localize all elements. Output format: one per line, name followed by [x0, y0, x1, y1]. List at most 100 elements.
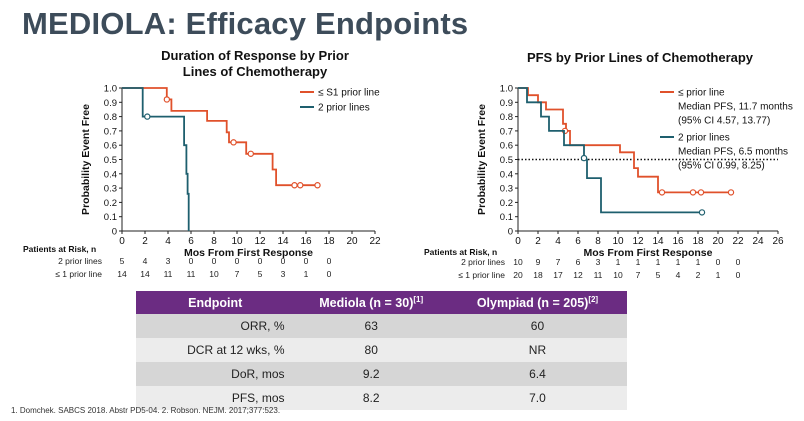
table-cell-endpoint: DoR, mos: [136, 362, 295, 386]
pfs-x-tick-label: 22: [732, 236, 744, 247]
pfs-y-tick-label: 0.1: [500, 212, 513, 223]
table-cell-olympiad: 60: [447, 314, 627, 338]
dor-x-tick-label: 14: [277, 236, 289, 247]
risk-value: 18: [533, 270, 543, 280]
risk-value: 4: [142, 256, 148, 266]
table-cell-endpoint: PFS, mos: [136, 386, 295, 410]
risk-row-label: ≤ 1 prior line: [55, 269, 102, 279]
risk-value: 2: [695, 270, 701, 280]
dor-y-axis-label: Probability Event Free: [80, 104, 92, 215]
dor-x-tick-label: 22: [369, 236, 381, 247]
table-cell-olympiad: 7.0: [447, 386, 627, 410]
pfs-y-tick-label: 0.6: [500, 141, 513, 152]
pfs-y-tick-label: 0.9: [500, 98, 513, 109]
risk-value: 1: [635, 257, 641, 267]
footnote: 1. Domchek. SABCS 2018. Abstr PD5-04. 2.…: [11, 406, 281, 415]
risk-value: 7: [635, 270, 641, 280]
dor-x-tick-label: 20: [346, 236, 358, 247]
dor-y-tick-label: 0: [112, 227, 117, 238]
risk-value: 11: [186, 269, 196, 279]
pfs-legend-label: ≤ prior line: [678, 88, 725, 99]
risk-value: 12: [573, 270, 583, 280]
risk-value: 0: [735, 257, 741, 267]
dor-series-le1-line: [122, 87, 318, 187]
risk-value: 7: [234, 269, 240, 279]
table-cell-mediola: 9.2: [294, 362, 448, 386]
dor-y-tick-label: 0.1: [104, 212, 117, 223]
pfs-x-tick-label: 14: [652, 236, 664, 247]
table-cell-endpoint: DCR at 12 wks, %: [136, 338, 295, 362]
dor-censor-mark: [297, 182, 304, 189]
dor-censor-mark: [314, 182, 321, 189]
risk-row-label: ≤ 1 prior line: [458, 270, 505, 280]
risk-value: 5: [257, 269, 263, 279]
table-cell-olympiad: NR: [447, 338, 627, 362]
risk-value: 10: [513, 257, 523, 267]
risk-value: 1: [615, 257, 621, 267]
pfs-legend-detail: (95% CI 4.57, 13.77): [678, 116, 770, 127]
dor-censor-mark: [230, 139, 237, 146]
dor-legend-label: 2 prior lines: [318, 103, 370, 114]
dor-x-tick-label: 8: [211, 236, 217, 247]
dor-x-tick-label: 12: [254, 236, 266, 247]
risk-value: 10: [613, 270, 623, 280]
pfs-x-tick-label: 24: [752, 236, 764, 247]
dor-chart-title-line1: Duration of Response by Prior: [161, 48, 349, 63]
pfs-legend-detail: (95% CI 0.99, 8.25): [678, 161, 765, 172]
risk-value: 5: [119, 256, 125, 266]
pfs-y-tick-label: 1.0: [500, 84, 513, 95]
table-row: PFS, mos 8.2 7.0: [136, 386, 627, 410]
dor-series-2-line: [122, 87, 190, 231]
pfs-legend-detail: Median PFS, 6.5 months: [678, 147, 788, 158]
pfs-x-tick-label: 4: [555, 236, 561, 247]
table-row: DoR, mos 9.2 6.4: [136, 362, 627, 386]
table-cell-mediola: 63: [294, 314, 448, 338]
dor-x-tick-label: 0: [119, 236, 125, 247]
pfs-x-tick-label: 10: [612, 236, 624, 247]
dor-y-tick-label: 0.2: [104, 198, 117, 209]
risk-value: 0: [303, 256, 309, 266]
pfs-censor-mark: [727, 189, 735, 196]
dor-x-tick-label: 4: [165, 236, 171, 247]
risk-value: 6: [575, 257, 581, 267]
pfs-x-tick-label: 8: [595, 236, 601, 247]
dor-y-tick-label: 0.6: [104, 141, 117, 152]
dor-x-tick-label: 2: [142, 236, 148, 247]
risk-value: 20: [513, 270, 523, 280]
table-row: ORR, % 63 60: [136, 314, 627, 338]
risk-value: 10: [209, 269, 219, 279]
pfs-y-tick-label: 0.2: [500, 198, 513, 209]
pfs-x-tick-label: 20: [712, 236, 724, 247]
pfs-y-tick-label: 0.7: [500, 126, 513, 137]
endpoints-header-row: Endpoint Mediola (n = 30)[1] Olympiad (n…: [136, 291, 627, 314]
pfs-censor-mark: [698, 209, 706, 216]
pfs-y-tick-label: 0.5: [500, 155, 513, 166]
risk-value: 5: [655, 270, 661, 280]
pfs-chart-title: PFS by Prior Lines of Chemotherapy: [526, 50, 754, 65]
dor-censor-mark: [144, 113, 151, 120]
pfs-censor-mark: [580, 154, 588, 162]
dor-chart-title-line2: Lines of Chemotherapy: [182, 64, 328, 79]
pfs-x-axis-label: Mos From First Response: [584, 247, 713, 259]
dor-y-tick-label: 1.0: [104, 84, 117, 95]
pfs-y-tick-label: 0.3: [500, 184, 513, 195]
dor-y-tick-label: 0.5: [104, 155, 117, 166]
dor-censor-mark: [163, 96, 171, 103]
dor-y-tick-label: 0.8: [104, 112, 117, 123]
risk-value: 11: [593, 270, 603, 280]
risk-value: 17: [553, 270, 563, 280]
risk-value: 0: [715, 257, 721, 267]
risk-value: 3: [280, 269, 286, 279]
pfs-x-tick-label: 0: [515, 236, 521, 247]
risk-value: 11: [163, 269, 173, 279]
table-row: DCR at 12 wks, % 80 NR: [136, 338, 627, 362]
pfs-x-tick-label: 26: [772, 236, 784, 247]
dor-x-tick-label: 6: [188, 236, 194, 247]
risk-value: 1: [715, 270, 721, 280]
risk-value: 0: [280, 256, 286, 266]
pfs-legend-label: 2 prior lines: [678, 133, 730, 144]
endpoints-header-mediola: Mediola (n = 30)[1]: [294, 291, 448, 314]
pfs-censor-mark: [658, 189, 666, 196]
dor-y-tick-label: 0.7: [104, 126, 117, 137]
